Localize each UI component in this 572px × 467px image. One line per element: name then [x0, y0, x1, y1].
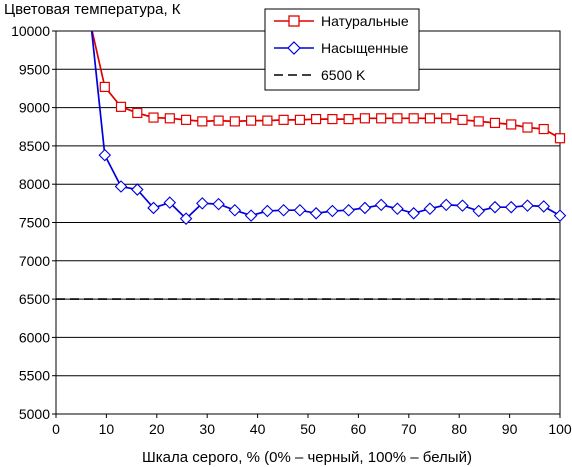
data-point-natural: [99, 81, 110, 93]
x-tick-label: 80: [451, 421, 467, 437]
data-point-natural: [327, 113, 338, 125]
data-point-natural: [311, 113, 322, 125]
data-point-natural: [522, 122, 533, 133]
data-point-saturated: [277, 203, 290, 217]
data-point-saturated: [391, 202, 404, 215]
data-point-saturated: [472, 204, 485, 218]
data-point-saturated: [358, 201, 372, 215]
y-tick-label: 10000: [11, 23, 50, 39]
data-point-natural: [359, 113, 371, 124]
data-point-natural: [408, 113, 419, 124]
y-tick-label: 8500: [19, 138, 50, 154]
y-tick-label: 7000: [19, 253, 50, 269]
data-point-natural: [148, 112, 159, 123]
data-point-natural: [197, 116, 208, 127]
data-point-saturated: [374, 198, 388, 212]
data-point-natural: [245, 115, 257, 126]
y-tick-label: 5000: [19, 406, 50, 422]
legend-marker-natural: [288, 15, 300, 27]
data-point-saturated: [196, 197, 209, 210]
legend-label-natural: Натуральные: [321, 13, 409, 29]
data-point-natural: [278, 114, 289, 125]
series-layer: [56, 31, 567, 300]
x-tick-labels: 0 10 20 30 40 50 60 70 80 90 100: [52, 421, 572, 437]
data-point-saturated: [488, 200, 502, 214]
x-tick-label: 30: [199, 421, 215, 437]
legend-label-saturated: Насыщенные: [321, 40, 409, 56]
y-tick-label: 7500: [19, 215, 50, 231]
data-point-natural: [294, 114, 305, 125]
data-point-saturated: [261, 204, 274, 218]
legend: Натуральные Насыщенные 6500 K: [264, 8, 420, 91]
y-tick-label: 9000: [19, 100, 50, 116]
x-tick-label: 100: [548, 421, 572, 437]
data-point-natural: [262, 115, 273, 126]
x-tick-label: 10: [99, 421, 115, 437]
data-point-saturated: [244, 209, 258, 222]
y-tick-label: 6500: [19, 291, 50, 307]
data-point-natural: [489, 117, 501, 129]
data-point-natural: [441, 113, 452, 124]
x-tick-label: 50: [300, 421, 316, 437]
x-tick-label: 20: [149, 421, 165, 437]
data-point-natural: [164, 113, 175, 124]
data-point-natural: [376, 113, 387, 124]
data-point-saturated: [98, 148, 112, 162]
x-tick-label: 90: [502, 421, 518, 437]
data-point-saturated: [326, 204, 339, 218]
legend-marker-saturated: [287, 41, 301, 55]
y-tick-label: 5500: [19, 368, 50, 384]
data-point-saturated: [423, 202, 437, 215]
data-point-saturated: [309, 207, 323, 220]
data-point-saturated: [553, 209, 567, 222]
y-tick-label: 9500: [19, 61, 50, 77]
data-point-natural: [424, 113, 436, 124]
data-point-saturated: [228, 203, 242, 217]
legend-label-reference: 6500 K: [321, 67, 366, 83]
data-point-natural: [392, 113, 403, 124]
data-point-saturated: [293, 203, 307, 217]
data-point-saturated: [163, 196, 177, 209]
data-point-natural: [506, 119, 517, 130]
data-point-saturated: [147, 201, 160, 215]
y-axis-title: Цветовая температура, К: [4, 1, 181, 18]
data-point-natural: [457, 114, 468, 125]
data-point-saturated: [504, 200, 518, 214]
x-tick-label: 60: [351, 421, 367, 437]
x-tick-label: 40: [250, 421, 266, 437]
data-point-natural: [473, 116, 484, 127]
x-tick-label: 0: [52, 421, 60, 437]
data-point-natural: [343, 113, 354, 125]
data-point-saturated: [212, 197, 225, 211]
data-point-saturated: [456, 199, 469, 212]
data-point-natural: [538, 123, 549, 135]
data-point-natural: [213, 115, 224, 126]
y-tick-label: 8000: [19, 176, 50, 192]
data-point-saturated: [179, 212, 193, 225]
data-point-natural: [132, 107, 143, 119]
data-point-natural: [115, 101, 127, 112]
y-tick-labels: 10000 9500 9000 8500 8000 7500 7000 6500 6000 550…: [11, 23, 50, 422]
x-axis-title: Шкала серого, % (0% – черный, 100% – бел…: [142, 449, 472, 466]
data-point-natural: [554, 133, 566, 144]
data-point-saturated: [439, 198, 453, 212]
data-point-saturated: [114, 180, 128, 193]
data-point-natural: [229, 116, 240, 127]
data-point-saturated: [537, 200, 550, 213]
data-point-saturated: [131, 183, 144, 196]
data-point-saturated: [342, 203, 355, 217]
data-point-natural: [180, 114, 192, 125]
x-tick-label: 70: [401, 421, 417, 437]
data-point-saturated: [521, 199, 534, 212]
y-tick-label: 6000: [19, 329, 50, 345]
data-point-saturated: [407, 207, 420, 220]
